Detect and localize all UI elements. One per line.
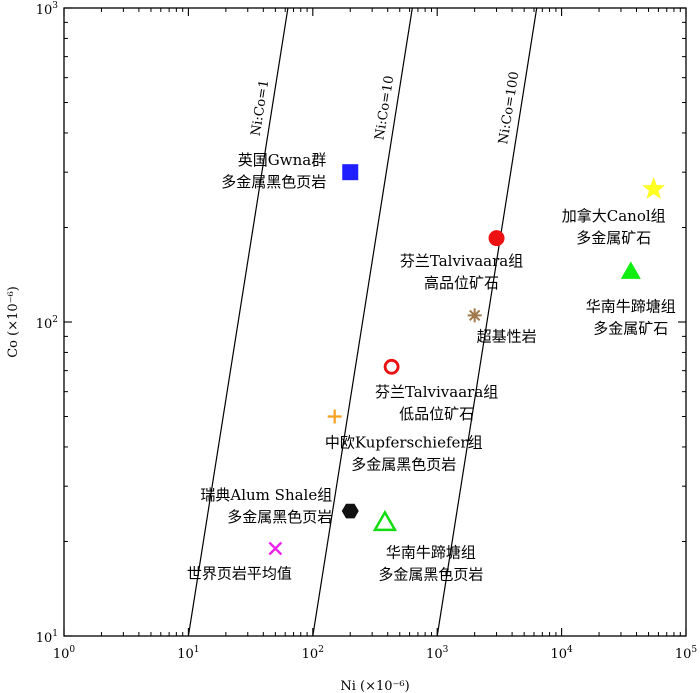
ratio-line <box>187 7 289 637</box>
point-label-south-china-ore: 多金属矿石 <box>593 319 668 337</box>
point-label-uk-gwna: 多金属黑色页岩 <box>221 173 326 191</box>
point-uk-gwna <box>342 164 359 181</box>
point-ultrabasic <box>467 308 482 323</box>
point-label-ultrabasic: 超基性岩 <box>477 327 537 345</box>
point-finland-high <box>488 230 505 247</box>
point-label-finland-low: 低品位矿石 <box>399 405 474 423</box>
point-label-canada-canol: 多金属矿石 <box>576 229 651 247</box>
ratio-line <box>312 7 413 637</box>
point-label-finland-low: 芬兰Talvivaara组 <box>375 383 498 401</box>
ratio-line <box>436 7 538 637</box>
point-label-finland-high: 高品位矿石 <box>424 274 499 292</box>
point-label-central-europe: 多金属黑色页岩 <box>351 456 456 474</box>
point-label-south-china-shale: 多金属黑色页岩 <box>378 565 483 583</box>
y-tick-label: 101 <box>36 629 58 646</box>
point-sweden-alum <box>341 503 359 519</box>
point-label-sweden-alum: 瑞典Alum Shale组 <box>200 486 332 504</box>
point-south-china-shale <box>372 509 398 532</box>
x-tick-label: 104 <box>550 645 573 662</box>
point-finland-low <box>383 358 400 375</box>
y-axis-title: Co (×10⁻⁶) <box>6 286 21 358</box>
ratio-lines: Ni:Co=1 Ni:Co=10 Ni:Co=100 <box>187 7 538 637</box>
point-central-europe <box>327 409 342 424</box>
point-label-uk-gwna: 英国Gwna群 <box>238 151 326 169</box>
point-label-world-average: 世界页岩平均值 <box>187 564 292 582</box>
point-label-south-china-shale: 华南牛蹄塘组 <box>386 543 476 561</box>
point-world-average <box>268 541 283 556</box>
x-tick-label: 100 <box>53 645 76 662</box>
x-tick-label: 101 <box>177 645 199 662</box>
point-labels: 英国Gwna群多金属黑色页岩加拿大Canol组多金属矿石芬兰Talvivaara… <box>187 151 676 583</box>
point-south-china-ore <box>620 261 641 279</box>
ratio-line-label: Ni:Co=100 <box>496 71 522 146</box>
x-tick-label: 105 <box>675 645 698 662</box>
ratio-line-label: Ni:Co=10 <box>372 75 397 142</box>
y-tick-label: 102 <box>36 315 58 332</box>
y-tick-label: 103 <box>36 1 59 18</box>
data-points <box>268 164 666 556</box>
point-label-finland-high: 芬兰Talvivaara组 <box>400 252 523 270</box>
x-axis-title: Ni (×10⁻⁶) <box>340 679 409 693</box>
point-label-sweden-alum: 多金属黑色页岩 <box>227 508 332 526</box>
x-tick-label: 103 <box>426 645 449 662</box>
x-tick-label: 102 <box>302 645 324 662</box>
point-label-central-europe: 中欧Kupferschiefer组 <box>325 434 483 452</box>
minor-ticks <box>64 8 686 636</box>
plot-frame <box>63 7 687 637</box>
point-label-canada-canol: 加拿大Canol组 <box>562 207 666 225</box>
point-canada-canol <box>642 177 666 199</box>
point-label-south-china-ore: 华南牛蹄塘组 <box>586 297 676 315</box>
